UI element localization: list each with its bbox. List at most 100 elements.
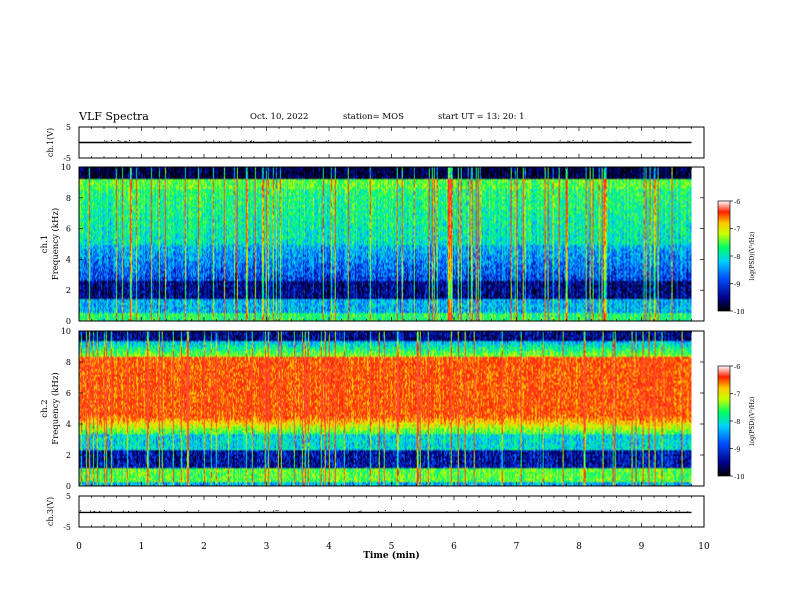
ch2-spectrogram-ytick-label: 2 — [66, 451, 71, 460]
ch3-voltage-trace-dot — [90, 510, 92, 512]
ch1-voltage-trace-dot — [615, 141, 617, 143]
ch3-voltage-trace-dot — [675, 510, 677, 512]
ch1-voltage-trace-dot — [250, 140, 252, 142]
ch3-voltage-trace-dot — [247, 511, 249, 513]
ch3-voltage-trace-dot — [552, 510, 554, 512]
ch3-voltage-trace-dot — [610, 509, 612, 511]
ch3-voltage-trace-dot — [165, 511, 167, 513]
ch2-spectrogram-colorbar-tick-label: -9 — [734, 446, 740, 454]
ch3-voltage-trace-dot — [163, 509, 165, 511]
ch3-voltage-trace-dot — [678, 510, 680, 512]
ch3-voltage-trace-dot — [94, 511, 96, 513]
x-tick-label: 3 — [264, 542, 270, 552]
ch1-spectrogram-ylabel: Frequency (kHz) — [50, 208, 61, 280]
ch1-spectrogram-image — [79, 167, 692, 321]
ch1-spectrogram-ytick-label: 0 — [66, 317, 71, 326]
ch3-voltage-trace-dot — [602, 510, 604, 512]
ch1-voltage-trace-dot — [285, 140, 287, 142]
date-label: Oct. 10, 2022 — [250, 112, 309, 122]
ch3-voltage-trace-dot — [498, 510, 500, 512]
ch2-spectrogram-colorbar-label: log(PSD)(V²/Hz) — [749, 397, 756, 446]
ch3-voltage-trace-dot — [403, 510, 405, 512]
ch3-voltage-trace-dot — [562, 510, 564, 512]
ch2-spectrogram-ytick-label: 10 — [61, 327, 71, 336]
ch1-voltage-trace-dot — [110, 140, 112, 142]
ch3-voltage-trace-dot — [348, 510, 350, 512]
ch1-spectrogram-ytick-label: 4 — [66, 255, 71, 264]
ch1-voltage-trace-dot — [491, 140, 493, 142]
ch1-voltage-trace-dot — [328, 140, 330, 142]
ch1-voltage-trace-dot — [559, 140, 561, 142]
ch1-voltage-trace-dot — [253, 141, 255, 143]
x-axis-label: Time (min) — [363, 550, 420, 561]
ch1-voltage-trace-dot — [509, 141, 511, 143]
x-tick-label: 2 — [201, 542, 207, 552]
x-tick-label: 10 — [698, 542, 710, 552]
ch2-spectrogram-colorbar-tick-label: -6 — [734, 363, 740, 371]
ch3-voltage-frame — [78, 495, 705, 528]
ch1-voltage-trace-dot — [517, 140, 519, 142]
ch3-voltage-trace-dot — [272, 510, 274, 512]
axes-layer — [78, 126, 733, 528]
ch3-voltage-trace-dot — [304, 510, 306, 512]
ch3-voltage-ytick-label: -5 — [63, 523, 71, 532]
x-tick-label: 8 — [576, 542, 582, 552]
ch3-voltage-trace-dot — [621, 511, 623, 513]
x-tick-label: 4 — [326, 542, 332, 552]
ch2-spectrogram-ytick-label: 0 — [66, 482, 71, 491]
ch1-voltage-trace-dot — [117, 140, 119, 142]
ch3-voltage-trace-dot — [457, 510, 459, 512]
ch1-voltage-trace-dot — [665, 140, 667, 142]
ch1-voltage-trace-dot — [494, 141, 496, 143]
ch1-voltage-trace-dot — [139, 140, 141, 142]
ch3-voltage-trace-dot — [128, 510, 130, 512]
ch1-voltage-trace-dot — [378, 141, 380, 143]
ch1-voltage-trace-dot — [129, 140, 131, 142]
ch1-voltage-trace-dot — [632, 141, 634, 143]
plot-title: VLF Spectra — [79, 110, 149, 123]
ch1-voltage-trace-dot — [586, 140, 588, 142]
ch1-voltage-trace-dot — [653, 140, 655, 142]
ch1-voltage-trace-dot — [213, 140, 215, 142]
ch2-spectrogram-colorbar-tick-label: -8 — [734, 418, 740, 426]
ch1-voltage-trace-dot — [230, 140, 232, 142]
ch3-voltage-trace-dot — [446, 511, 448, 513]
x-tick-label: 5 — [389, 542, 395, 552]
ch3-voltage-trace-dot — [524, 510, 526, 512]
ch3-voltage-trace-dot — [601, 510, 603, 512]
ch3-voltage-trace-dot — [630, 510, 632, 512]
ch1-spectrogram-ylabel-channel: ch.1 — [40, 235, 50, 253]
ch1-voltage-trace-dot — [312, 140, 314, 142]
ch3-voltage-trace-dot — [657, 511, 659, 513]
ch1-voltage-trace-dot — [671, 141, 673, 143]
ch1-voltage-trace-dot — [250, 141, 252, 143]
ch1-voltage-trace-dot — [205, 140, 207, 142]
ch1-voltage-trace-dot — [126, 141, 128, 143]
ch3-voltage-trace-dot — [384, 510, 386, 512]
ch3-voltage-trace-dot — [263, 511, 265, 513]
ch3-voltage-trace-dot — [80, 510, 82, 512]
ch1-voltage-trace-dot — [325, 140, 327, 142]
ch1-voltage-trace-dot — [346, 140, 348, 142]
x-tick-label: 0 — [76, 542, 82, 552]
ch3-voltage-trace-dot — [99, 510, 101, 512]
ch3-voltage-trace-dot — [660, 511, 662, 513]
ch2-spectrogram-ytick-label: 6 — [66, 389, 71, 398]
ch1-voltage-trace-dot — [582, 140, 584, 142]
ch1-voltage-trace-dot — [138, 141, 140, 143]
ch3-voltage-trace-dot — [358, 510, 360, 512]
x-tick-label: 7 — [514, 542, 520, 552]
x-tick-label: 1 — [139, 542, 145, 552]
ch3-voltage-trace-dot — [620, 510, 622, 512]
ch3-voltage-trace-dot — [111, 510, 113, 512]
ch3-voltage-trace-dot — [563, 510, 565, 512]
ch1-spectrogram-ytick-label: 2 — [66, 286, 71, 295]
x-tick-label: 9 — [639, 542, 645, 552]
ch1-voltage-trace-dot — [376, 140, 378, 142]
ch1-voltage-trace-dot — [381, 141, 383, 143]
ch3-voltage-trace-dot — [670, 511, 672, 513]
ch1-spectrogram-colorbar-tick-label: -6 — [734, 198, 740, 206]
ch3-voltage-ytick-label: 5 — [66, 492, 71, 501]
